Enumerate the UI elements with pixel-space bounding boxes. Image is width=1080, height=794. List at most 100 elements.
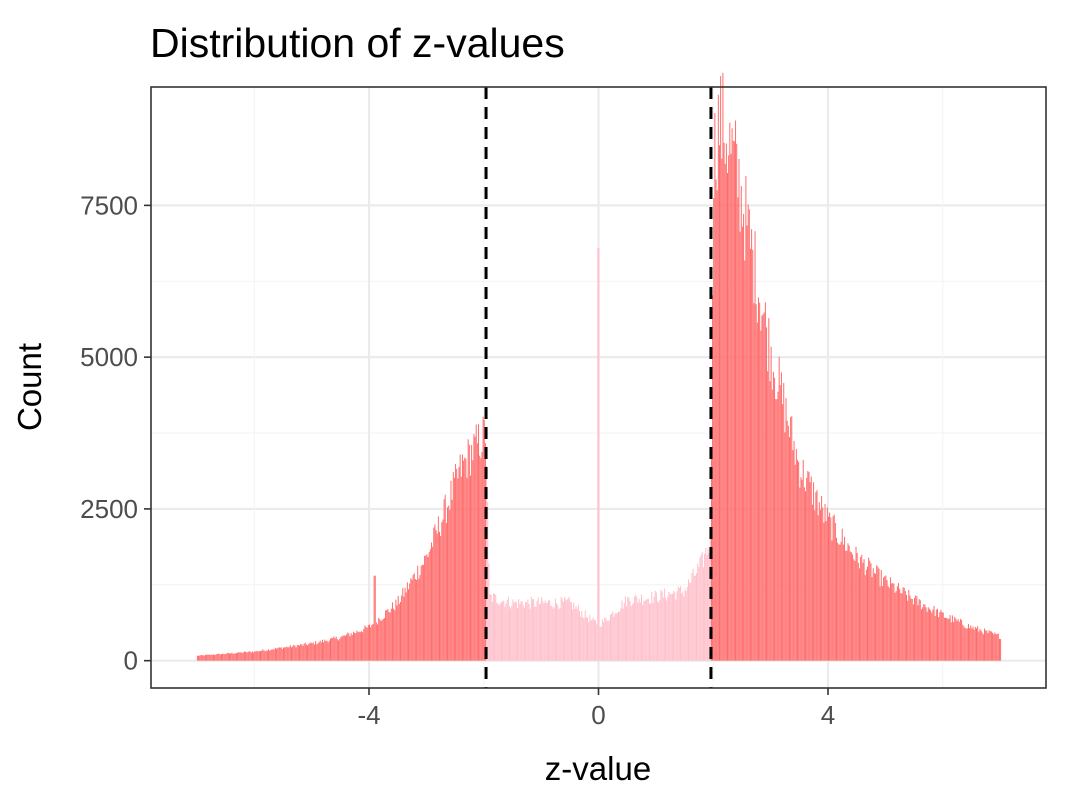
histogram-bar-511 <box>783 382 785 661</box>
histogram-bar-607 <box>893 583 895 661</box>
histogram-bar-553 <box>831 540 833 661</box>
histogram-bar-146 <box>364 625 366 661</box>
histogram-bar-280 <box>518 599 520 661</box>
histogram-bar-310 <box>552 608 554 661</box>
histogram-bar-267 <box>503 600 505 661</box>
histogram-bar-676 <box>972 626 974 661</box>
x-tick-label-1: 0 <box>591 700 605 730</box>
histogram-bar-503 <box>774 377 776 661</box>
histogram-bar-547 <box>824 504 826 661</box>
histogram-bar-622 <box>910 598 912 661</box>
histogram-bar-578 <box>860 557 862 661</box>
histogram-bar-498 <box>768 318 770 661</box>
histogram-bar-540 <box>816 490 818 661</box>
histogram-bar-341 <box>588 622 590 661</box>
histogram-bar-123 <box>338 640 340 661</box>
histogram-bar-231 <box>461 454 463 661</box>
histogram-bar-677 <box>973 629 975 661</box>
histogram-bar-193 <box>418 578 420 661</box>
histogram-bar-9 <box>207 654 209 661</box>
histogram-bar-426 <box>685 591 687 661</box>
histogram-bar-573 <box>854 560 856 661</box>
histogram-bar-624 <box>912 604 914 661</box>
histogram-bars <box>196 72 1002 661</box>
histogram-bar-33 <box>234 653 236 661</box>
histogram-bar-64 <box>270 649 272 661</box>
histogram-bar-594 <box>878 568 880 661</box>
histogram-bar-368 <box>619 611 621 661</box>
histogram-bar-670 <box>965 628 967 661</box>
histogram-bar-150 <box>369 624 371 661</box>
histogram-bar-642 <box>933 605 935 661</box>
histogram-bar-277 <box>514 601 516 661</box>
histogram-bar-322 <box>566 600 568 661</box>
histogram-bar-621 <box>909 595 911 661</box>
histogram-bar-576 <box>857 562 859 661</box>
histogram-bar-386 <box>639 602 641 661</box>
histogram-bar-147 <box>365 626 367 661</box>
histogram-bar-650 <box>942 612 944 661</box>
histogram-bar-442 <box>704 553 706 661</box>
histogram-bar-29 <box>230 653 232 661</box>
histogram-bar-182 <box>405 592 407 661</box>
histogram-bar-424 <box>683 596 685 661</box>
histogram-bar-412 <box>669 594 671 661</box>
histogram-bar-648 <box>940 609 942 661</box>
histogram-bar-112 <box>325 641 327 661</box>
histogram-bar-605 <box>891 583 893 661</box>
histogram-bar-656 <box>949 615 951 661</box>
histogram-bar-663 <box>957 619 959 661</box>
histogram-bar-129 <box>344 635 346 661</box>
histogram-bar-246 <box>479 455 481 661</box>
histogram-bar-592 <box>876 565 878 661</box>
histogram-bar-210 <box>437 516 439 661</box>
histogram-bar-104 <box>316 644 318 661</box>
histogram-bar-78 <box>286 646 288 661</box>
histogram-bar-264 <box>499 603 501 661</box>
histogram-bar-490 <box>759 302 761 661</box>
histogram-bar-593 <box>877 566 879 661</box>
histogram-bar-585 <box>868 557 870 661</box>
histogram-bar-582 <box>864 575 866 661</box>
histogram-bar-109 <box>321 639 323 661</box>
histogram-bar-640 <box>931 612 933 661</box>
histogram-bar-610 <box>896 586 898 661</box>
histogram-bar-545 <box>822 507 824 661</box>
histogram-bar-603 <box>888 587 890 661</box>
y-tick-label-2: 5000 <box>80 342 138 372</box>
histogram-bar-431 <box>691 573 693 661</box>
histogram-bar-259 <box>494 593 496 661</box>
histogram-bar-423 <box>682 591 684 661</box>
histogram-bar-181 <box>404 587 406 661</box>
histogram-bar-687 <box>985 630 987 661</box>
histogram-bar-239 <box>471 444 473 661</box>
histogram-bar-326 <box>570 602 572 661</box>
histogram-bar-514 <box>786 420 788 661</box>
histogram-bar-343 <box>590 620 592 661</box>
histogram-bar-618 <box>906 594 908 661</box>
histogram-bar-363 <box>613 616 615 661</box>
histogram-bar-118 <box>332 637 334 661</box>
histogram-bar-283 <box>521 601 523 661</box>
histogram-bar-161 <box>381 619 383 661</box>
histogram-bar-145 <box>363 628 365 661</box>
histogram-bar-327 <box>572 609 574 661</box>
histogram-bar-493 <box>762 314 764 661</box>
histogram-bar-120 <box>334 638 336 661</box>
histogram-bar-376 <box>628 597 630 661</box>
histogram-bar-678 <box>974 626 976 661</box>
histogram-bar-111 <box>324 639 326 661</box>
histogram-bar-75 <box>282 647 284 661</box>
histogram-bar-617 <box>904 591 906 661</box>
histogram-bar-488 <box>756 322 758 661</box>
histogram-bar-636 <box>926 611 928 661</box>
histogram-bar-73 <box>280 647 282 661</box>
histogram-bar-350 <box>598 247 600 661</box>
histogram-bar-77 <box>285 647 287 661</box>
histogram-bar-409 <box>666 600 668 661</box>
histogram-bar-171 <box>393 608 395 661</box>
histogram-bar-131 <box>347 632 349 661</box>
histogram-bar-392 <box>646 598 648 661</box>
histogram-bar-389 <box>643 601 645 661</box>
histogram-bar-229 <box>459 454 461 661</box>
